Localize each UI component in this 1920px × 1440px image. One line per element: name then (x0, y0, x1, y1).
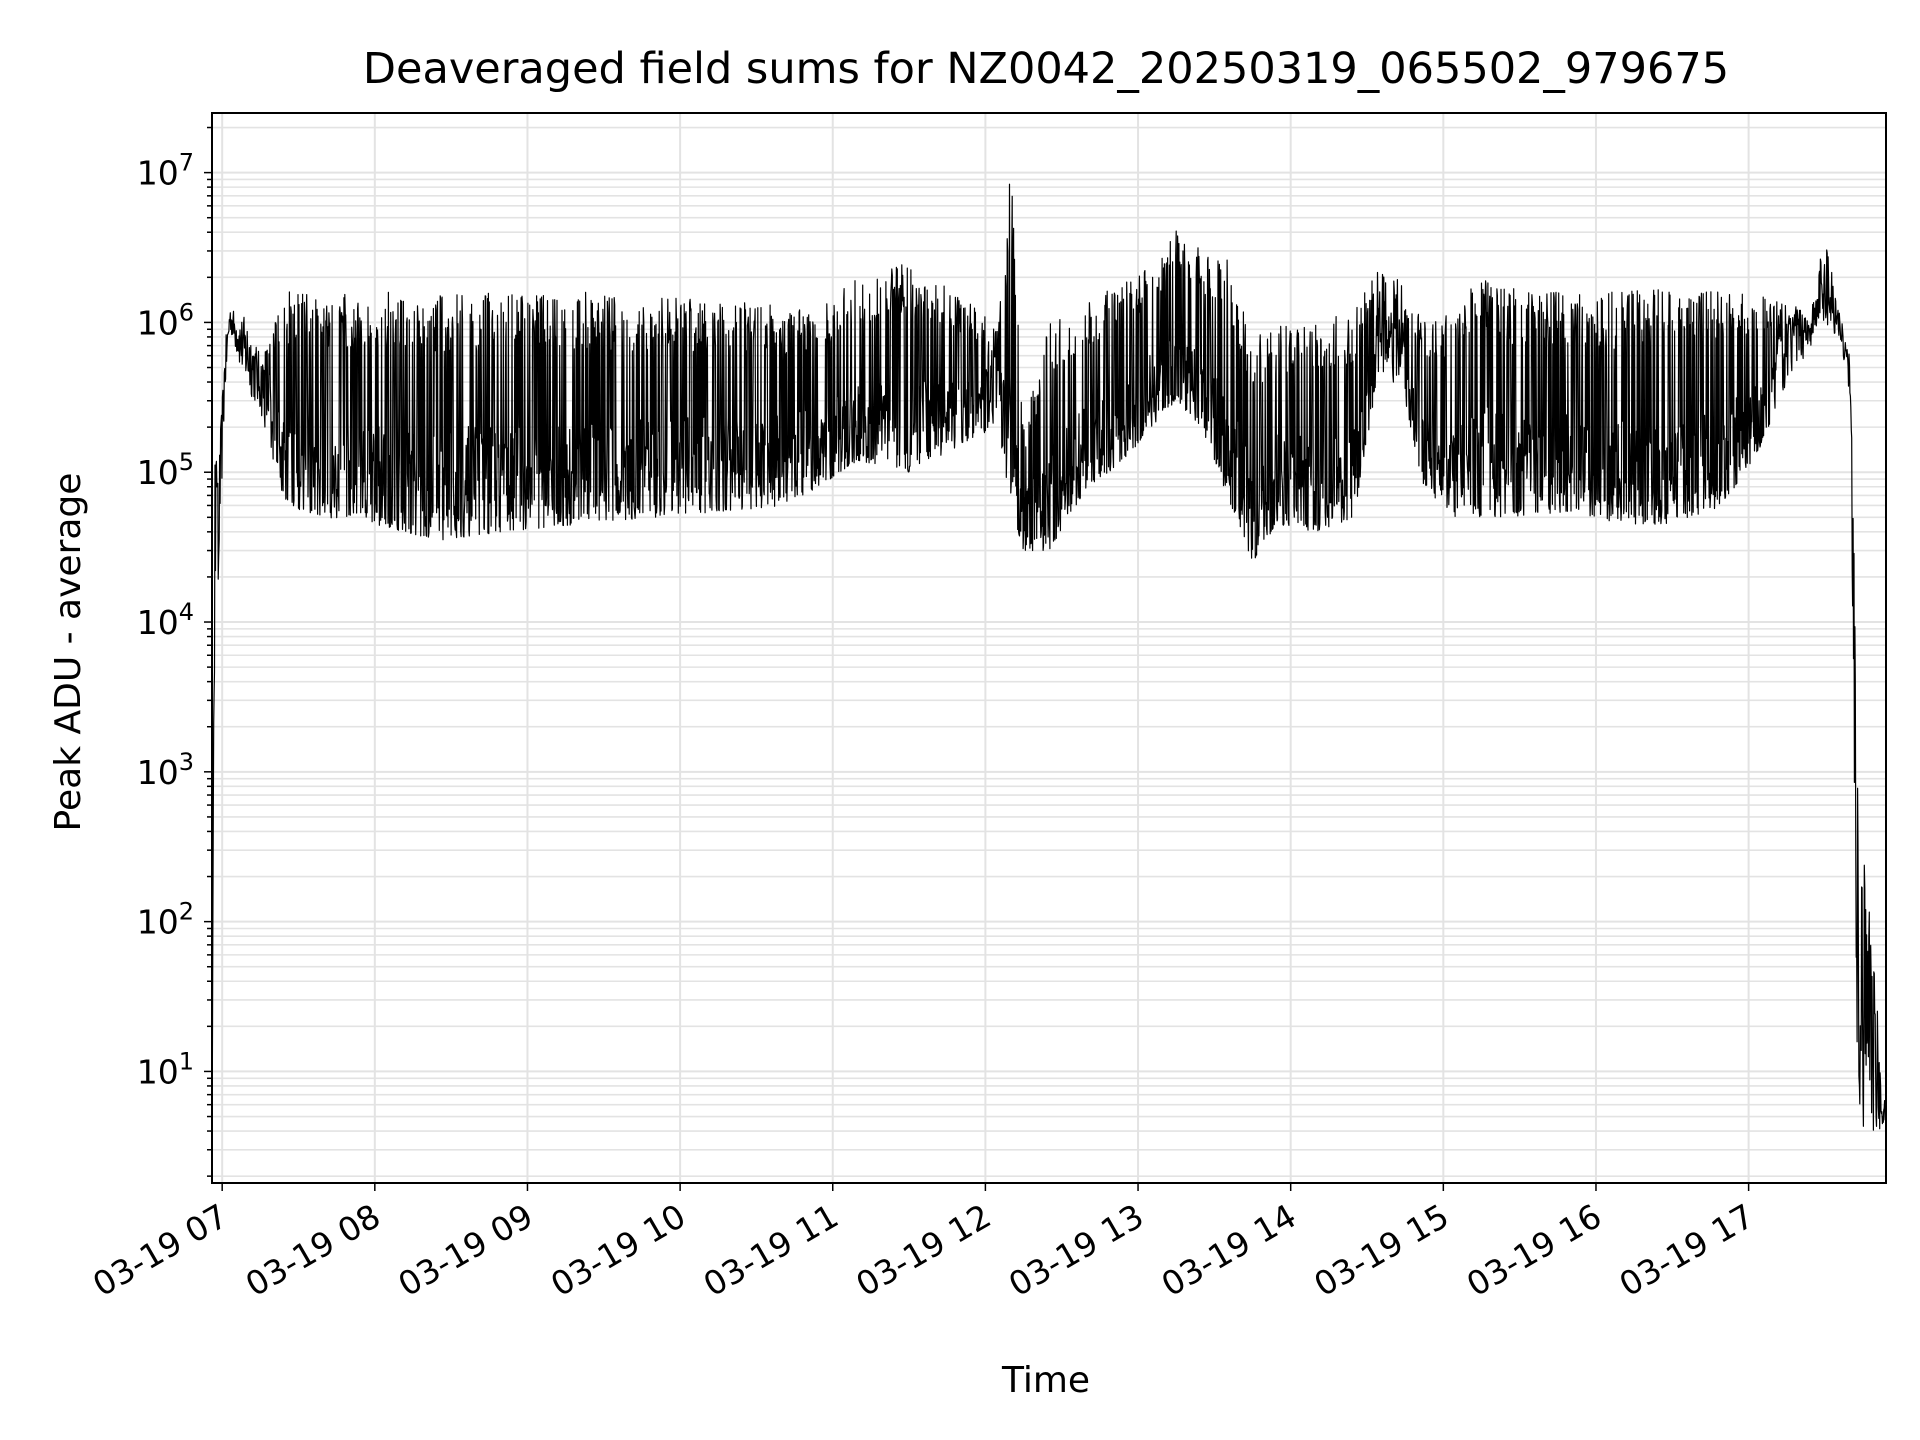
y-tick-label: 106 (137, 298, 194, 342)
y-tick-label: 107 (137, 149, 194, 193)
series-line (211, 183, 1887, 1177)
y-axis-label: Peak ADU - average (48, 473, 89, 832)
data-layer (211, 183, 1887, 1177)
y-tick-label: 104 (137, 598, 194, 642)
grid-lines (212, 113, 1886, 1183)
y-tick-label: 101 (137, 1047, 194, 1091)
plot-frame (211, 112, 1887, 1184)
x-axis-label: Time (1001, 1360, 1090, 1401)
y-tick-label: 103 (137, 748, 194, 792)
y-tick-label: 105 (137, 448, 194, 492)
y-tick-label: 102 (137, 898, 194, 942)
chart-title: Deaveraged field sums for NZ0042_2025031… (363, 44, 1729, 94)
